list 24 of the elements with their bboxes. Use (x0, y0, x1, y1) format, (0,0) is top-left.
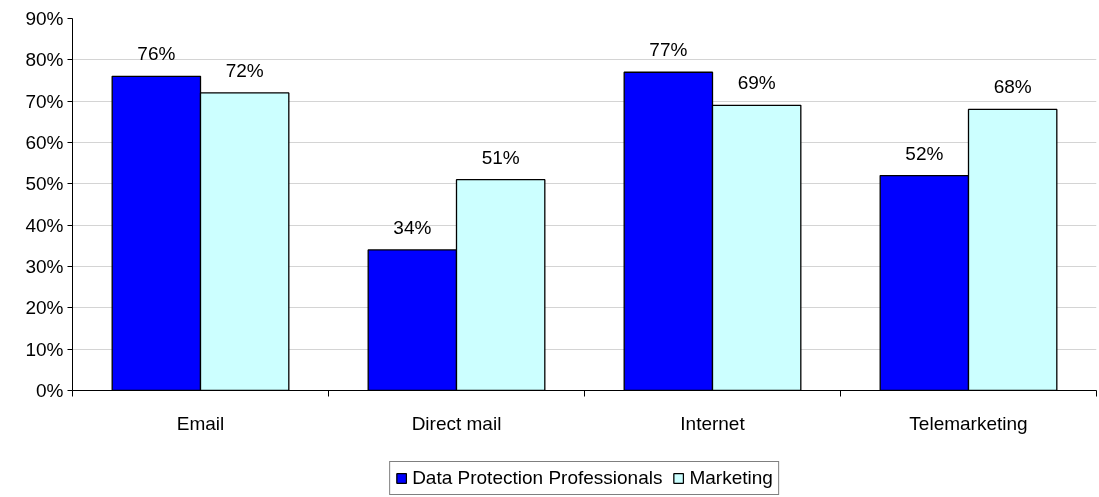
data-label: 68% (993, 76, 1032, 98)
y-tick-label: 90% (25, 8, 64, 29)
y-tick-label: 60% (25, 132, 64, 153)
y-tick-label: 20% (25, 297, 64, 319)
data-label: 76% (137, 43, 176, 65)
y-tick-label: 70% (25, 90, 64, 112)
y-tick-label: 30% (25, 256, 64, 277)
x-tick-label: Email (176, 412, 225, 434)
x-tick-label: Telemarketing (909, 412, 1028, 434)
y-tick-label: 50% (25, 173, 64, 195)
y-tick-label: 80% (25, 49, 64, 71)
data-label: 69% (737, 72, 776, 94)
data-label: 77% (649, 39, 688, 61)
data-label: 51% (481, 146, 520, 168)
data-label: 34% (393, 216, 432, 238)
data-label: 72% (225, 59, 264, 81)
y-tick-label: 10% (25, 338, 64, 360)
legend-label: Marketing (689, 467, 773, 489)
y-tick-label: 40% (25, 214, 64, 236)
data-label: 52% (905, 142, 944, 164)
x-tick-label: Direct mail (411, 412, 502, 434)
legend-label: Data Protection Professionals (412, 467, 663, 489)
y-tick-label: 0% (36, 380, 64, 401)
x-tick-label: Internet (680, 412, 746, 434)
